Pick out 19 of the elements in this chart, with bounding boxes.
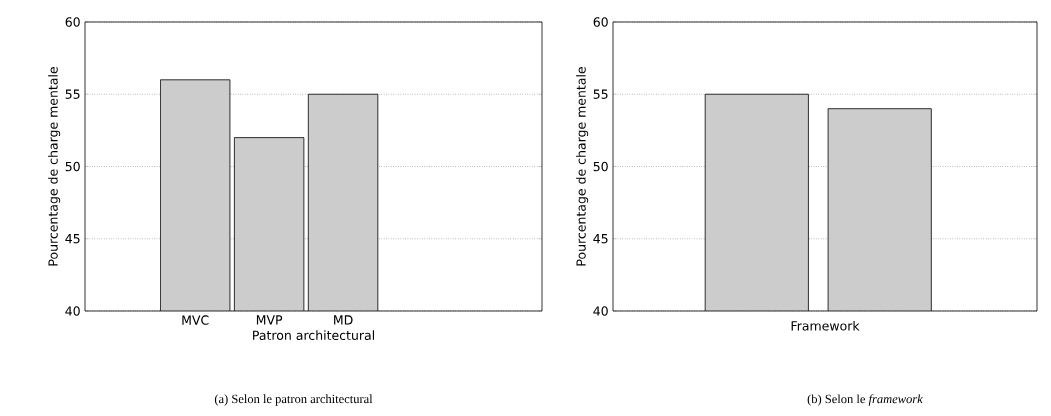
y-tick-label: 45 bbox=[65, 234, 80, 244]
y-tick-label: 55 bbox=[65, 89, 80, 99]
y-axis-title: Pourcentage de charge mentale bbox=[48, 67, 61, 266]
x-tick-label: MVC bbox=[182, 315, 209, 325]
y-tick-label: 60 bbox=[65, 17, 80, 27]
text: (a) Selon le patron architectural bbox=[214, 394, 373, 406]
y-tick-label: 40 bbox=[593, 306, 608, 316]
y-tick-label: 40 bbox=[65, 306, 80, 316]
y-tick-label: 45 bbox=[593, 234, 608, 244]
y-tick-label: 55 bbox=[593, 89, 608, 99]
text: (b) Selon le framework bbox=[807, 394, 923, 406]
x-tick-label: MVP bbox=[256, 315, 283, 325]
y-tick-label: 60 bbox=[593, 17, 608, 27]
x-tick-label: MD bbox=[334, 315, 353, 325]
y-axis-title: Pourcentage de charge mentale bbox=[576, 67, 589, 266]
y-tick-label: 50 bbox=[65, 161, 80, 172]
y-tick-label: 50 bbox=[593, 161, 608, 172]
x-axis-title: Framework bbox=[791, 320, 860, 331]
x-axis-title: Patron architectural bbox=[253, 330, 374, 341]
